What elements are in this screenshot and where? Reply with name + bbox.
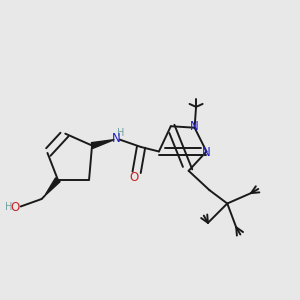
Text: O: O	[130, 171, 139, 184]
Text: O: O	[11, 202, 20, 214]
Text: N: N	[202, 146, 211, 159]
Text: N: N	[190, 120, 199, 133]
Text: H: H	[5, 202, 13, 212]
Text: N: N	[112, 132, 121, 145]
Text: H: H	[117, 128, 124, 138]
Polygon shape	[44, 178, 60, 196]
Polygon shape	[91, 140, 114, 148]
